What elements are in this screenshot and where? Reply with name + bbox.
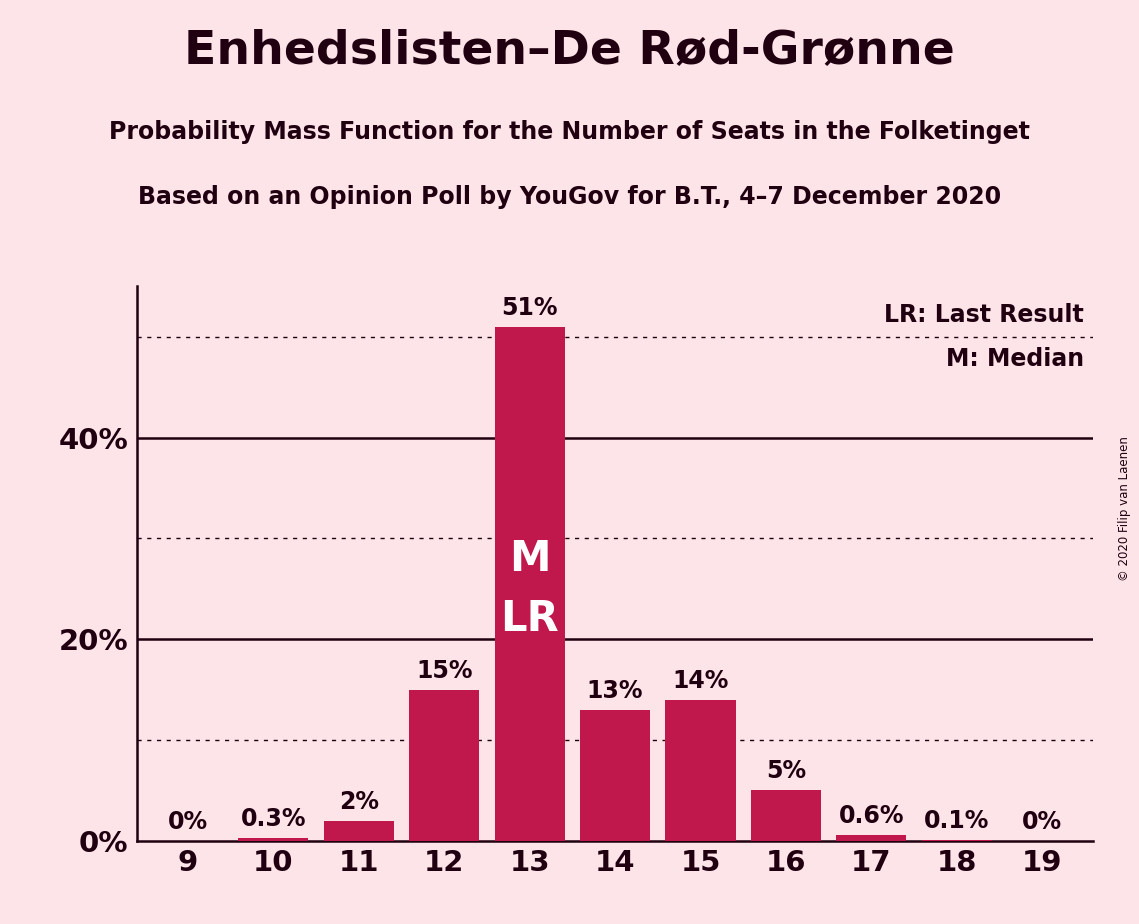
Text: M: Median: M: Median xyxy=(945,347,1084,371)
Text: Based on an Opinion Poll by YouGov for B.T., 4–7 December 2020: Based on an Opinion Poll by YouGov for B… xyxy=(138,185,1001,209)
Bar xyxy=(665,699,736,841)
Text: 14%: 14% xyxy=(672,669,729,693)
Text: 5%: 5% xyxy=(765,760,806,784)
Text: 0%: 0% xyxy=(167,809,208,833)
Text: 15%: 15% xyxy=(416,659,473,683)
Text: 0.1%: 0.1% xyxy=(924,808,990,833)
Text: Probability Mass Function for the Number of Seats in the Folketinget: Probability Mass Function for the Number… xyxy=(109,120,1030,144)
Bar xyxy=(921,840,992,841)
Bar xyxy=(580,710,650,841)
Bar xyxy=(238,838,309,841)
Text: © 2020 Filip van Laenen: © 2020 Filip van Laenen xyxy=(1118,436,1131,580)
Text: M: M xyxy=(509,538,550,579)
Text: 0.3%: 0.3% xyxy=(240,807,306,831)
Text: 2%: 2% xyxy=(338,790,379,814)
Text: 0.6%: 0.6% xyxy=(838,804,904,828)
Text: 51%: 51% xyxy=(501,296,558,320)
Text: 0%: 0% xyxy=(1022,809,1063,833)
Text: LR: LR xyxy=(500,598,559,640)
Bar xyxy=(494,327,565,841)
Bar xyxy=(409,689,480,841)
Bar xyxy=(751,790,821,841)
Bar xyxy=(323,821,394,841)
Bar xyxy=(836,834,907,841)
Text: Enhedslisten–De Rød-Grønne: Enhedslisten–De Rød-Grønne xyxy=(185,28,954,73)
Text: 13%: 13% xyxy=(587,679,644,703)
Text: LR: Last Result: LR: Last Result xyxy=(884,303,1084,327)
